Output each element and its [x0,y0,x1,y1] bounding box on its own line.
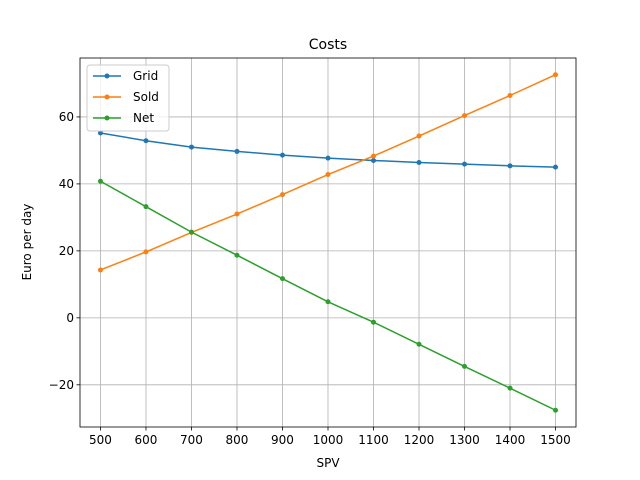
x-tick-label: 500 [89,433,112,447]
data-point-grid [507,163,513,169]
y-tick-label: 20 [59,244,74,258]
legend-label-grid: Grid [133,69,158,83]
data-point-net [143,204,149,210]
x-axis-label: SPV [316,456,340,470]
data-point-grid [371,157,377,163]
data-point-net [279,276,285,282]
data-point-sold [507,93,513,99]
legend-marker-sold [104,94,110,100]
data-point-sold [553,72,559,78]
data-point-grid [234,148,240,154]
data-point-net [553,407,559,413]
x-tick-label: 1000 [313,433,344,447]
data-point-net [371,319,377,325]
data-point-grid [279,152,285,158]
data-point-grid [462,161,468,167]
y-axis-label: Euro per day [20,204,34,281]
legend-box [86,64,170,132]
data-point-sold [325,172,331,178]
legend-marker-net [104,115,110,121]
chart-title: Costs [309,37,347,53]
data-point-net [462,363,468,369]
data-point-sold [371,153,377,159]
y-axis: −20 0 20 40 60 [49,110,80,392]
data-point-sold [462,113,468,119]
data-point-net [416,341,422,347]
data-point-net [325,299,331,305]
data-point-grid [416,159,422,165]
data-point-grid [97,130,103,136]
series-layer [97,72,559,413]
data-point-grid [143,138,149,144]
data-point-sold [143,249,149,255]
data-point-grid [188,144,194,150]
data-point-grid [325,155,331,161]
x-tick-label: 1500 [540,433,571,447]
x-tick-label: 1400 [495,433,526,447]
data-point-sold [97,267,103,273]
legend-label-sold: Sold [133,90,159,104]
data-point-net [507,385,513,391]
legend-label-net: Net [133,111,154,125]
legend: Grid Sold Net [86,64,170,132]
data-point-grid [553,164,559,170]
series-net [97,178,559,413]
data-point-sold [416,133,422,139]
y-tick-label: −20 [49,378,74,392]
x-tick-label: 1300 [449,433,480,447]
x-tick-label: 900 [271,433,294,447]
legend-marker-grid [104,73,110,79]
x-tick-label: 1100 [358,433,389,447]
y-tick-label: 40 [59,177,74,191]
x-tick-label: 1200 [404,433,435,447]
data-point-sold [234,211,240,217]
x-axis: 500 600 700 800 900 1000 1100 1200 1300 1400 1500 [89,427,571,447]
series-grid [97,130,559,170]
y-tick-label: 0 [66,311,74,325]
x-tick-label: 800 [226,433,249,447]
x-tick-label: 700 [180,433,203,447]
data-point-net [188,229,194,235]
data-point-sold [279,192,285,198]
data-point-net [234,252,240,258]
data-point-net [97,178,103,184]
grid-lines [80,58,576,427]
y-tick-label: 60 [59,110,74,124]
x-tick-label: 600 [135,433,158,447]
